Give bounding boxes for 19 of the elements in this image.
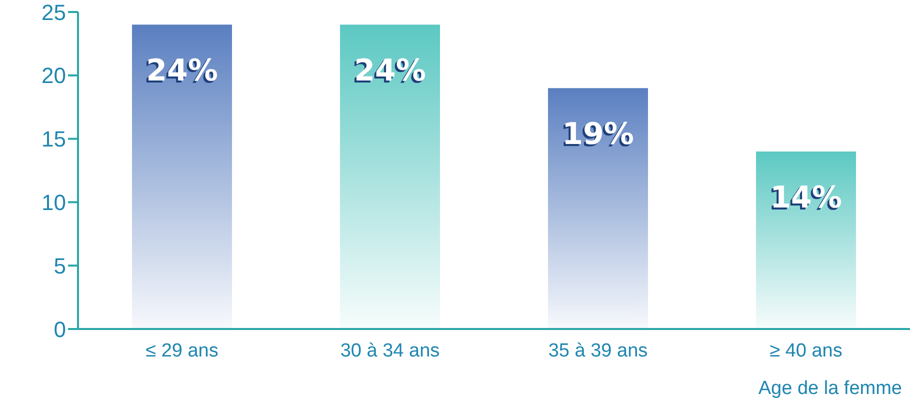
y-tick-label: 25 [42,0,66,25]
x-tick-label: 30 à 34 ans [340,340,440,362]
x-tick-label: ≤ 29 ans [146,340,218,362]
bar [548,88,648,329]
bar [340,24,440,329]
bar [756,151,856,329]
data-label: 19% [562,117,634,152]
x-tick-label: ≥ 40 ans [770,340,842,362]
data-label: 24% [354,54,426,89]
y-tick-label: 15 [42,126,66,152]
x-tick-label: 35 à 39 ans [548,340,648,362]
y-tick-label: 20 [42,63,66,88]
data-label: 14% [770,180,842,216]
data-label: 24% [146,54,218,89]
y-tick-label: 0 [54,316,66,342]
bar [132,24,232,329]
x-axis-title: Age de la femme [758,378,902,399]
y-tick-label: 10 [42,190,66,216]
y-tick-label: 5 [54,253,66,278]
